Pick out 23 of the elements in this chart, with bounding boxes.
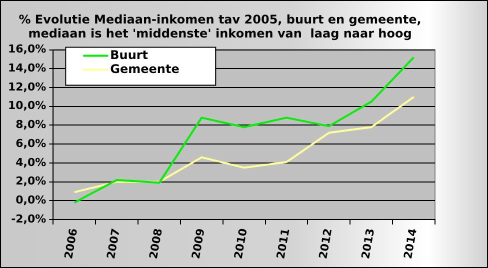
y-tick-label: 4,0% — [16, 156, 46, 169]
y-tick-label: 10,0% — [8, 99, 46, 112]
x-tick-label: 2013 — [359, 227, 378, 260]
y-tick-label: 0,0% — [16, 194, 46, 207]
x-tick-label: 2008 — [146, 227, 165, 260]
x-tick-label: 2007 — [104, 227, 123, 260]
x-tick-label: 2014 — [401, 227, 420, 260]
legend-label: Gemeente — [110, 62, 180, 76]
x-tick-label: 2011 — [274, 227, 292, 260]
y-tick-label: 2,0% — [16, 174, 46, 188]
legend-label: Buurt — [110, 48, 148, 62]
x-tick-label: 2006 — [62, 227, 80, 260]
text: mediaan is het 'middenste' inkomen van laag naar hoog — [28, 26, 412, 41]
y-tick-label: 8,0% — [16, 118, 46, 132]
y-tick-label: 12,0% — [8, 80, 46, 94]
text: % Evolutie Mediaan-inkomen tav 2005, buurt en gemeente, — [18, 12, 422, 26]
y-tick-label: 6,0% — [16, 136, 46, 150]
y-tick-label: 14,0% — [8, 62, 46, 75]
x-tick-label: 2009 — [189, 227, 208, 260]
y-tick-label: -2,0% — [11, 212, 46, 226]
x-tick-label: 2010 — [232, 227, 250, 260]
x-tick-label: 2012 — [316, 227, 335, 260]
y-tick-label: 16,0% — [8, 42, 46, 56]
